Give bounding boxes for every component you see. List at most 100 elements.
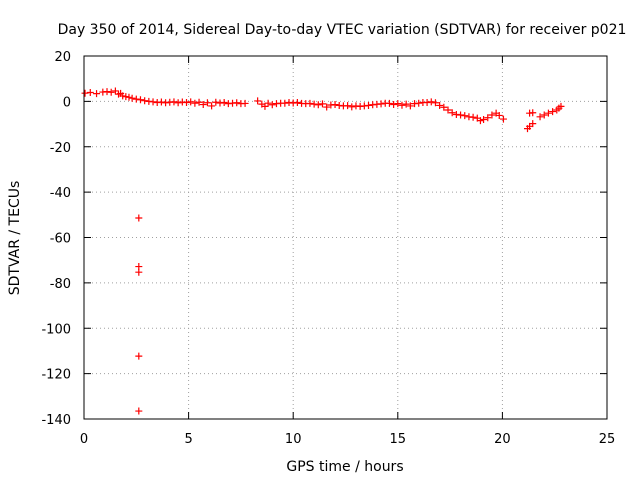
data-point-marker [183, 99, 191, 107]
data-point-marker [457, 111, 465, 119]
data-point-marker [157, 98, 165, 106]
data-point-marker [199, 101, 207, 109]
data-point-marker [125, 93, 133, 101]
data-point-marker [390, 101, 398, 109]
data-point-marker [220, 99, 228, 107]
tick-layer: -140 -120 -100 -80 -60 -40 -20 0 20 0 5 10 15 20 25 [41, 50, 615, 447]
data-point-marker [261, 102, 269, 110]
y-tick-label: -80 [50, 277, 71, 292]
data-point-marker [208, 102, 216, 110]
x-tick-label: 0 [80, 432, 88, 447]
data-point-marker [499, 115, 507, 123]
x-tick-label: 5 [184, 432, 192, 447]
data-point-marker [306, 99, 314, 107]
data-point-marker [132, 95, 140, 103]
data-point-marker [195, 98, 203, 106]
data-point-marker [314, 101, 322, 109]
data-point-marker [529, 120, 537, 128]
data-point-marker [293, 99, 301, 107]
data-point-marker [135, 407, 143, 415]
data-point-marker [444, 106, 452, 114]
y-tick-label: -40 [50, 186, 71, 201]
data-point-marker [128, 94, 136, 102]
data-point-marker [544, 109, 552, 117]
data-point-marker [557, 102, 565, 110]
data-point-marker [398, 101, 406, 109]
y-tick-label: -120 [41, 368, 71, 383]
data-point-marker [331, 101, 339, 109]
data-point-marker [484, 114, 492, 122]
y-tick-label: -100 [41, 322, 71, 337]
data-point-marker [135, 352, 143, 360]
data-point-marker [476, 117, 484, 125]
data-point-marker [423, 99, 431, 107]
data-point-marker [448, 109, 456, 117]
data-point-marker [191, 99, 199, 107]
data-point-marker [436, 101, 444, 109]
data-point-marker [86, 89, 94, 97]
data-point-marker [480, 116, 488, 124]
data-point-marker [107, 88, 115, 96]
x-tick-label: 15 [390, 432, 407, 447]
data-point-marker [536, 113, 544, 121]
data-point-marker [415, 99, 423, 107]
data-point-marker [469, 113, 477, 121]
data-point-marker [461, 112, 469, 120]
data-point-marker [427, 98, 435, 106]
data-point-marker [377, 100, 385, 108]
data-point-marker [264, 99, 272, 107]
data-point-marker [310, 100, 318, 108]
data-point-marker [187, 98, 195, 106]
data-point-marker [141, 97, 149, 105]
y-tick-label: 20 [54, 50, 71, 65]
y-tick-label: -140 [41, 413, 71, 428]
data-point-marker [136, 96, 144, 104]
grid-layer [84, 56, 607, 419]
data-point-marker [495, 111, 503, 119]
data-point-marker [212, 98, 220, 106]
data-point-marker [344, 102, 352, 110]
data-point-marker [81, 89, 89, 97]
data-points [81, 87, 565, 415]
data-point-marker [170, 98, 178, 106]
data-point-marker [402, 100, 410, 108]
x-axis-label: GPS time / hours [286, 459, 403, 475]
data-point-marker [549, 108, 557, 116]
data-point-marker [119, 92, 127, 100]
data-point-marker [103, 88, 111, 96]
data-point-marker [385, 99, 393, 107]
data-point-marker [394, 100, 402, 108]
data-point-marker [93, 90, 101, 98]
data-point-marker [135, 268, 143, 276]
chart-title: Day 350 of 2014, Sidereal Day-to-day VTE… [58, 22, 627, 38]
data-point-marker [135, 214, 143, 222]
x-tick-label: 25 [599, 432, 616, 447]
y-tick-label: -60 [50, 232, 71, 247]
data-point-marker [241, 99, 249, 107]
data-point-marker [323, 103, 331, 111]
data-point-marker [440, 103, 448, 111]
plot-frame [83, 55, 608, 420]
x-tick-label: 10 [285, 432, 302, 447]
data-point-marker [406, 102, 414, 110]
y-tick-label: -20 [50, 141, 71, 156]
data-point-marker [111, 87, 119, 95]
data-point-marker [348, 103, 356, 111]
data-point-marker [254, 97, 262, 105]
data-point-marker [122, 93, 130, 101]
y-tick-label: 0 [63, 95, 71, 110]
data-point-marker [149, 98, 157, 106]
data-point-marker [281, 99, 289, 107]
data-point-marker [174, 99, 182, 107]
data-point-marker [488, 111, 496, 119]
data-point-marker [203, 99, 211, 107]
data-point-marker [540, 111, 548, 119]
x-tick-label: 20 [494, 432, 511, 447]
data-point-marker [233, 99, 241, 107]
data-point-marker [318, 100, 326, 108]
data-point-marker [431, 99, 439, 107]
data-point-marker [268, 101, 276, 109]
data-point-marker [365, 101, 373, 109]
